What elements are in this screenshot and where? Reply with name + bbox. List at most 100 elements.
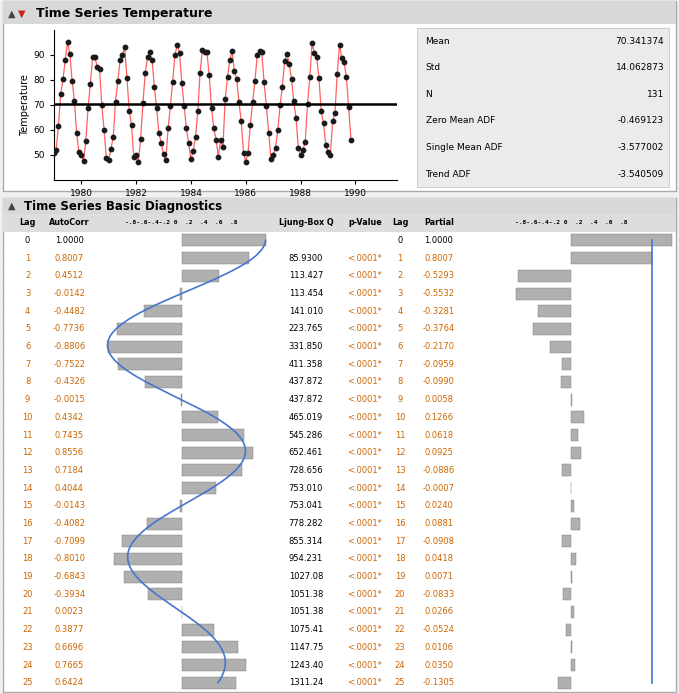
Text: -0.0524: -0.0524 <box>423 625 455 634</box>
Text: 753.010: 753.010 <box>289 484 323 493</box>
Text: 25: 25 <box>394 678 405 687</box>
Bar <box>572 518 581 529</box>
Bar <box>3 515 676 532</box>
Text: Zero Mean ADF: Zero Mean ADF <box>426 116 495 125</box>
Bar <box>3 320 676 337</box>
Text: p-Value: p-Value <box>348 218 382 227</box>
Text: ▲: ▲ <box>8 9 16 19</box>
Bar <box>124 570 181 583</box>
Text: 9: 9 <box>397 395 403 404</box>
Text: 1051.38: 1051.38 <box>289 608 323 617</box>
Text: <.0001*: <.0001* <box>348 660 382 669</box>
Text: 778.282: 778.282 <box>289 519 323 528</box>
Text: 2: 2 <box>397 272 403 281</box>
Bar <box>181 429 244 441</box>
Text: ▲: ▲ <box>8 201 16 211</box>
Bar <box>3 302 676 320</box>
Text: 15: 15 <box>22 501 33 510</box>
Bar <box>3 426 676 444</box>
Text: -0.0015: -0.0015 <box>54 395 85 404</box>
Text: Single Mean ADF: Single Mean ADF <box>426 143 502 152</box>
Text: <.0001*: <.0001* <box>348 537 382 545</box>
Bar <box>118 358 181 370</box>
Bar <box>3 568 676 586</box>
Text: -0.2170: -0.2170 <box>423 342 455 351</box>
Text: 12: 12 <box>394 448 405 457</box>
Text: 8: 8 <box>25 378 31 387</box>
Text: 954.231: 954.231 <box>289 554 323 563</box>
Bar <box>3 674 676 692</box>
Text: 0.4044: 0.4044 <box>55 484 84 493</box>
Bar <box>3 532 676 550</box>
Text: 141.010: 141.010 <box>289 307 323 316</box>
Text: 0.0058: 0.0058 <box>424 395 454 404</box>
Text: 437.872: 437.872 <box>289 395 323 404</box>
Text: -0.0007: -0.0007 <box>423 484 455 493</box>
Text: 23: 23 <box>394 643 405 652</box>
Text: -0.3764: -0.3764 <box>423 324 455 333</box>
Text: <.0001*: <.0001* <box>348 608 382 617</box>
Bar <box>3 337 676 356</box>
Text: <.0001*: <.0001* <box>348 519 382 528</box>
Text: -3.540509: -3.540509 <box>618 170 664 179</box>
Bar <box>572 659 575 671</box>
Text: AutoCorr: AutoCorr <box>49 218 90 227</box>
Text: 18: 18 <box>22 554 33 563</box>
Text: -.8-.6-.4-.2 0  .2  .4  .6  .8: -.8-.6-.4-.2 0 .2 .4 .6 .8 <box>515 220 627 225</box>
Bar <box>181 464 242 477</box>
Text: 0.0881: 0.0881 <box>424 519 454 528</box>
Bar <box>563 588 572 600</box>
Text: 6: 6 <box>25 342 31 351</box>
Bar <box>181 659 246 671</box>
Bar <box>145 376 181 388</box>
Text: 1.0000: 1.0000 <box>55 236 84 245</box>
Bar <box>562 535 572 547</box>
Text: 411.358: 411.358 <box>289 360 323 369</box>
Bar <box>515 288 572 299</box>
Text: 17: 17 <box>394 537 405 545</box>
Text: <.0001*: <.0001* <box>348 254 382 263</box>
Bar <box>3 285 676 302</box>
Text: 1075.41: 1075.41 <box>289 625 323 634</box>
Text: 0.0266: 0.0266 <box>424 608 454 617</box>
Text: Partial: Partial <box>424 218 454 227</box>
Text: 16: 16 <box>22 519 33 528</box>
Text: 0.4512: 0.4512 <box>55 272 84 281</box>
Bar <box>181 234 265 247</box>
Bar <box>144 305 181 317</box>
Text: <.0001*: <.0001* <box>348 678 382 687</box>
Text: -0.7522: -0.7522 <box>53 360 86 369</box>
Bar <box>572 412 584 423</box>
Bar <box>572 447 581 459</box>
Text: -0.0142: -0.0142 <box>54 289 85 298</box>
Text: 11: 11 <box>394 430 405 439</box>
Text: 14: 14 <box>394 484 405 493</box>
Text: Lag: Lag <box>20 218 36 227</box>
Text: 0.8007: 0.8007 <box>55 254 84 263</box>
Text: 20: 20 <box>22 590 33 599</box>
Text: 6: 6 <box>397 342 403 351</box>
Text: 10: 10 <box>22 413 33 422</box>
Text: 0.1266: 0.1266 <box>424 413 454 422</box>
Bar <box>572 553 576 565</box>
Text: 0.0106: 0.0106 <box>424 643 454 652</box>
Text: -0.4482: -0.4482 <box>53 307 86 316</box>
Text: <.0001*: <.0001* <box>348 643 382 652</box>
Text: -0.1305: -0.1305 <box>423 678 455 687</box>
Bar <box>3 249 676 267</box>
Text: 545.286: 545.286 <box>289 430 323 439</box>
Text: 855.314: 855.314 <box>289 537 323 545</box>
Bar <box>572 252 652 264</box>
Bar <box>3 497 676 515</box>
Text: 0.0240: 0.0240 <box>424 501 454 510</box>
Bar <box>3 638 676 656</box>
Text: Ljung-Box Q: Ljung-Box Q <box>278 218 333 227</box>
Bar <box>3 586 676 603</box>
Bar <box>3 480 676 497</box>
Bar <box>122 535 181 547</box>
Bar <box>3 444 676 462</box>
Text: <.0001*: <.0001* <box>348 590 382 599</box>
Text: -0.0959: -0.0959 <box>423 360 455 369</box>
Bar <box>3 462 676 480</box>
Text: <.0001*: <.0001* <box>348 430 382 439</box>
